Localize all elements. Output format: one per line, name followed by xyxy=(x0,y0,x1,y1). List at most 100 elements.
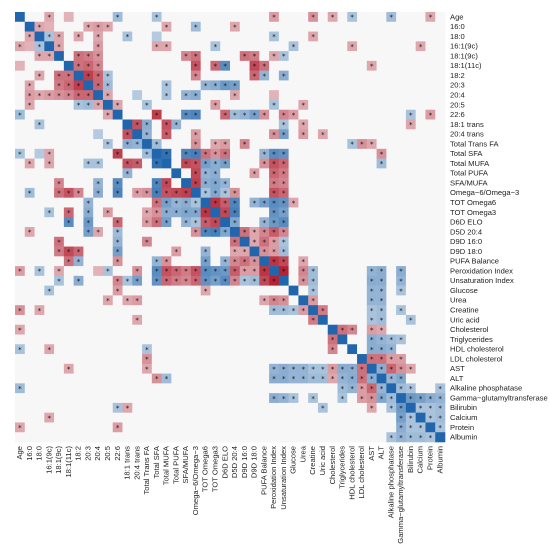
heatmap-cell xyxy=(73,109,84,120)
heatmap-cell xyxy=(102,334,114,345)
heatmap-cell xyxy=(112,99,123,111)
heatmap-cell xyxy=(220,314,231,326)
significance-star: * xyxy=(28,92,32,100)
heatmap-cell xyxy=(435,354,446,365)
heatmap-cell xyxy=(112,217,123,228)
heatmap-cell xyxy=(190,60,201,71)
heatmap-cell xyxy=(317,432,329,443)
heatmap-cell xyxy=(63,99,74,111)
heatmap-cell xyxy=(190,373,201,384)
heatmap-cell xyxy=(435,393,446,404)
heatmap-cell xyxy=(415,354,426,365)
heatmap-cell xyxy=(347,90,358,101)
heatmap-cell xyxy=(24,148,35,159)
heatmap-cell xyxy=(83,158,94,169)
significance-star: * xyxy=(116,424,120,432)
heatmap-cell xyxy=(347,60,358,71)
heatmap-cell xyxy=(376,109,387,120)
significance-star: * xyxy=(184,190,188,198)
column-label: Protein xyxy=(425,446,434,470)
heatmap-cell xyxy=(161,334,172,345)
heatmap-cell xyxy=(102,422,114,433)
heatmap-cell xyxy=(386,197,397,208)
heatmap-cell xyxy=(298,60,309,71)
significance-star: * xyxy=(409,434,413,442)
heatmap-cell xyxy=(386,158,397,169)
significance-star: * xyxy=(57,190,61,198)
significance-star: * xyxy=(204,268,208,276)
heatmap-cell xyxy=(230,266,241,277)
heatmap-cell xyxy=(405,373,416,384)
heatmap-cell xyxy=(83,148,94,159)
heatmap-cell xyxy=(122,41,133,52)
heatmap-cell xyxy=(34,344,45,355)
heatmap-cell xyxy=(298,334,309,345)
heatmap-cell xyxy=(249,324,260,335)
heatmap-cell xyxy=(93,305,104,316)
significance-star: * xyxy=(18,43,22,51)
heatmap-cell xyxy=(190,70,201,81)
significance-star: * xyxy=(341,395,345,403)
heatmap-cell xyxy=(63,363,74,374)
significance-star: * xyxy=(57,268,61,276)
significance-star: * xyxy=(311,277,315,285)
heatmap-cell xyxy=(151,295,162,306)
heatmap-cell xyxy=(83,422,94,433)
heatmap-cell xyxy=(171,227,182,238)
row-label: 18:1 trans xyxy=(450,120,484,129)
significance-star: * xyxy=(155,160,159,168)
significance-star: * xyxy=(135,141,139,149)
heatmap-cell xyxy=(34,129,45,140)
significance-star: * xyxy=(223,277,227,285)
heatmap-cell xyxy=(288,99,299,111)
significance-star: * xyxy=(57,238,61,246)
heatmap-cell xyxy=(210,119,221,130)
significance-star: * xyxy=(292,365,296,373)
heatmap-cell xyxy=(308,90,319,101)
heatmap-cell xyxy=(220,246,231,257)
heatmap-cell xyxy=(63,393,74,404)
heatmap-cell xyxy=(366,90,377,101)
heatmap-cell xyxy=(259,227,270,238)
heatmap-cell xyxy=(249,158,260,169)
heatmap-cell xyxy=(298,217,309,228)
column-label: Bilirubin xyxy=(406,446,415,473)
heatmap-cell xyxy=(210,12,221,23)
heatmap-cell xyxy=(396,187,407,198)
heatmap-cell xyxy=(317,227,329,238)
significance-star: * xyxy=(399,385,403,393)
heatmap-cell xyxy=(220,363,231,374)
significance-star: * xyxy=(77,62,81,70)
heatmap-cell xyxy=(93,422,104,433)
heatmap-cell xyxy=(259,12,270,23)
heatmap-cell xyxy=(63,60,74,71)
heatmap-cell xyxy=(249,178,260,189)
heatmap-cell xyxy=(249,187,260,198)
heatmap-cell xyxy=(415,324,426,335)
heatmap-cell xyxy=(386,412,397,423)
heatmap-cell xyxy=(249,256,260,267)
heatmap-cell xyxy=(298,373,309,384)
heatmap-cell xyxy=(93,197,104,208)
heatmap-cell xyxy=(83,90,94,101)
significance-star: * xyxy=(429,405,433,413)
heatmap-cell xyxy=(220,393,231,404)
significance-star: * xyxy=(253,199,257,207)
heatmap-cell xyxy=(171,31,182,42)
heatmap-cell xyxy=(122,197,133,208)
significance-star: * xyxy=(204,287,208,295)
significance-star: * xyxy=(282,238,286,246)
heatmap-cell xyxy=(347,422,358,433)
heatmap-cell xyxy=(415,51,426,62)
significance-star: * xyxy=(204,150,208,158)
heatmap-cell xyxy=(308,178,319,189)
significance-star: * xyxy=(155,14,159,22)
significance-star: * xyxy=(194,131,198,139)
heatmap-cell xyxy=(239,168,250,179)
heatmap-cell xyxy=(73,31,84,42)
heatmap-cell xyxy=(298,393,309,404)
heatmap-cell xyxy=(34,354,45,365)
heatmap-cell xyxy=(415,109,426,120)
heatmap-cell xyxy=(73,363,84,374)
heatmap-cell xyxy=(376,383,387,394)
